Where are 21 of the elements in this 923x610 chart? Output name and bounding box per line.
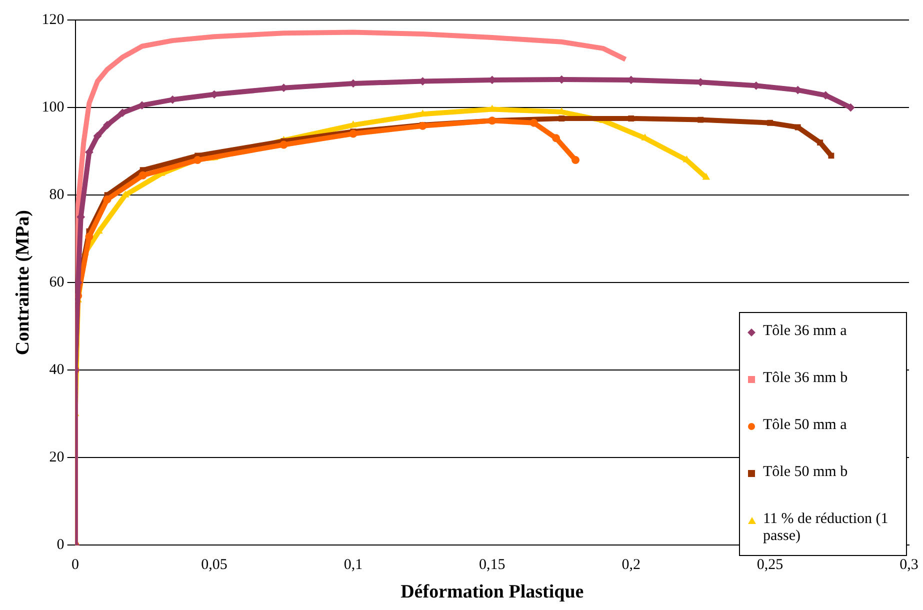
y-tick-label: 60 [49,274,64,291]
y-tick-label: 20 [49,450,64,466]
y-tick-label: 80 [49,187,64,204]
x-axis-title: Déformation Plastique [400,582,584,603]
x-tick-label: 0,25 [756,557,784,574]
y-tick-label: 100 [42,99,64,116]
x-tick-label: 0 [72,557,80,574]
legend-label: Tôle 36 mm a [763,323,847,340]
legend-label: Tôle 50 mm b [763,464,848,481]
x-tick-label: 0,3 [900,557,918,574]
legend-label: Tôle 50 mm a [763,417,847,434]
legend-label: Tôle 36 mm b [763,370,848,387]
x-tick-label: 0,05 [201,557,228,574]
x-tick-label: 0,2 [622,557,640,574]
y-tick-label: 0 [56,537,64,554]
y-axis-title: Contrainte (MPa) [12,210,34,356]
x-tick-label: 0,1 [344,557,363,574]
y-tick-label: 120 [42,12,64,28]
y-tick-label: 40 [49,362,64,378]
legend-label: 11 % de réduction (1 passe) [763,511,890,545]
x-tick-label: 0,15 [479,557,506,574]
